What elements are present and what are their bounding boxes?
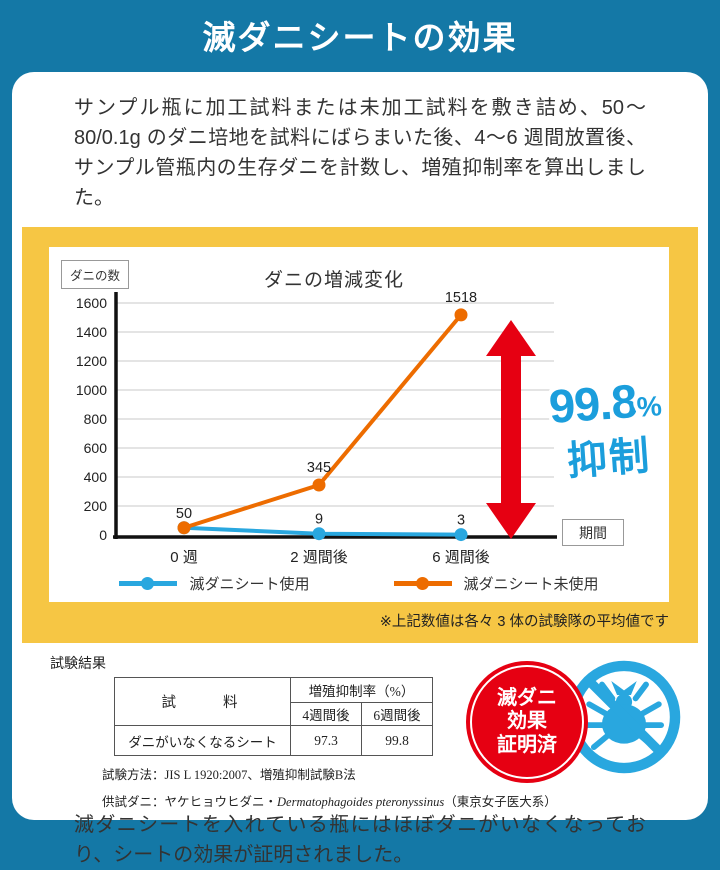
x-axis-label: 期間 (562, 519, 624, 546)
svg-text:50: 50 (176, 506, 192, 522)
y-axis-label: ダニの数 (61, 260, 130, 289)
svg-text:0 週: 0 週 (170, 549, 198, 566)
suppression-annotation: 99.8% 抑制 (528, 370, 685, 489)
mite-species-latin: Dermatophagoides pteronyssinus (277, 795, 445, 809)
chart-footnote: ※上記数値は各々 3 体の試験隊の平均値です (379, 614, 669, 630)
stamp-line-2: 効果 (507, 710, 547, 733)
test-method-note: 試験方法：JIS L 1920:2007、増殖抑制試験B法 (102, 768, 356, 782)
test-mite-note: 供試ダニ：ヤケヒョウヒダニ・Dermatophagoides pteronyss… (102, 791, 678, 810)
page-title: 滅ダニシートの効果 (202, 19, 518, 56)
table-header-sample: 試 料 (114, 677, 291, 726)
chart-title: ダニの増減変化 (263, 270, 404, 291)
table-row: ダニがいなくなるシート 97.3 99.8 (114, 725, 433, 756)
svg-text:2 週間後: 2 週間後 (290, 549, 348, 566)
results-section: 試験結果 試 料 増殖抑制率（%） 4週間後 6週間後 ダニがいなくなるシート … (42, 653, 681, 809)
svg-text:345: 345 (307, 460, 331, 476)
svg-text:1518: 1518 (445, 290, 477, 306)
percent-sign: % (635, 390, 663, 423)
legend-item: 滅ダニシート未使用 (393, 573, 599, 594)
svg-text:400: 400 (84, 469, 108, 485)
stamp-line-1: 滅ダニ (497, 686, 557, 709)
certified-stamp: 滅ダニ 効果 証明済 (466, 661, 588, 783)
svg-text:1400: 1400 (76, 324, 107, 340)
stamp-line-3: 証明済 (497, 733, 557, 756)
double-arrow-icon (486, 320, 536, 539)
legend-label: 滅ダニシート使用 (189, 576, 310, 593)
legend-label: 滅ダニシート未使用 (463, 576, 599, 593)
table-cell-value-4w: 97.3 (290, 725, 362, 756)
svg-text:3: 3 (457, 513, 465, 529)
svg-text:9: 9 (315, 512, 323, 528)
page-header: 滅ダニシートの効果 (0, 0, 720, 70)
svg-text:0: 0 (99, 527, 107, 543)
certification-badges: 滅ダニ 効果 証明済 (466, 659, 682, 783)
intro-paragraph: サンプル瓶に加工試料または未加工試料を敷き詰め、50〜80/0.1g のダニ培地… (74, 97, 646, 209)
mite-note-suffix: （東京女子医大系） (444, 795, 557, 809)
table-header-6weeks: 6週間後 (361, 702, 433, 726)
svg-text:1000: 1000 (76, 382, 107, 398)
svg-text:6 週間後: 6 週間後 (432, 549, 490, 566)
table-cell-sample: ダニがいなくなるシート (114, 725, 291, 756)
chart-area: ダニの数 ダニの増減変化 0 200 400 600 800 1000 1200 1400 16… (49, 247, 669, 602)
results-label: 試験結果 (50, 657, 106, 672)
conclusion-paragraph: 滅ダニシートを入れている瓶にはほぼダニがいなくなっており、シートの効果が証明され… (74, 814, 646, 866)
svg-text:1600: 1600 (76, 295, 107, 311)
table-cell-value-6w: 99.8 (361, 725, 433, 756)
table-header-4weeks: 4週間後 (290, 702, 362, 726)
svg-text:600: 600 (84, 440, 108, 456)
svg-text:200: 200 (84, 498, 108, 514)
line-chart: 0 200 400 600 800 1000 1200 1400 1600 0 週 2 週間後 6 週… (76, 290, 557, 566)
mite-note-prefix: 供試ダニ：ヤケヒョウヒダニ・ (102, 795, 278, 809)
chart-frame: ダニの数 ダニの増減変化 0 200 400 600 800 1000 1200 1400 16… (22, 227, 698, 643)
chart-legend: 滅ダニシート使用 滅ダニシート未使用 (49, 573, 669, 594)
results-table: 試 料 増殖抑制率（%） 4週間後 6週間後 ダニがいなくなるシート 97.3 … (114, 677, 433, 756)
svg-text:800: 800 (84, 411, 108, 427)
table-header-group: 増殖抑制率（%） (290, 677, 433, 703)
content-panel: サンプル瓶に加工試料または未加工試料を敷き詰め、50〜80/0.1g のダニ培地… (12, 72, 708, 866)
svg-text:1200: 1200 (76, 353, 107, 369)
legend-item: 滅ダニシート使用 (119, 573, 310, 594)
